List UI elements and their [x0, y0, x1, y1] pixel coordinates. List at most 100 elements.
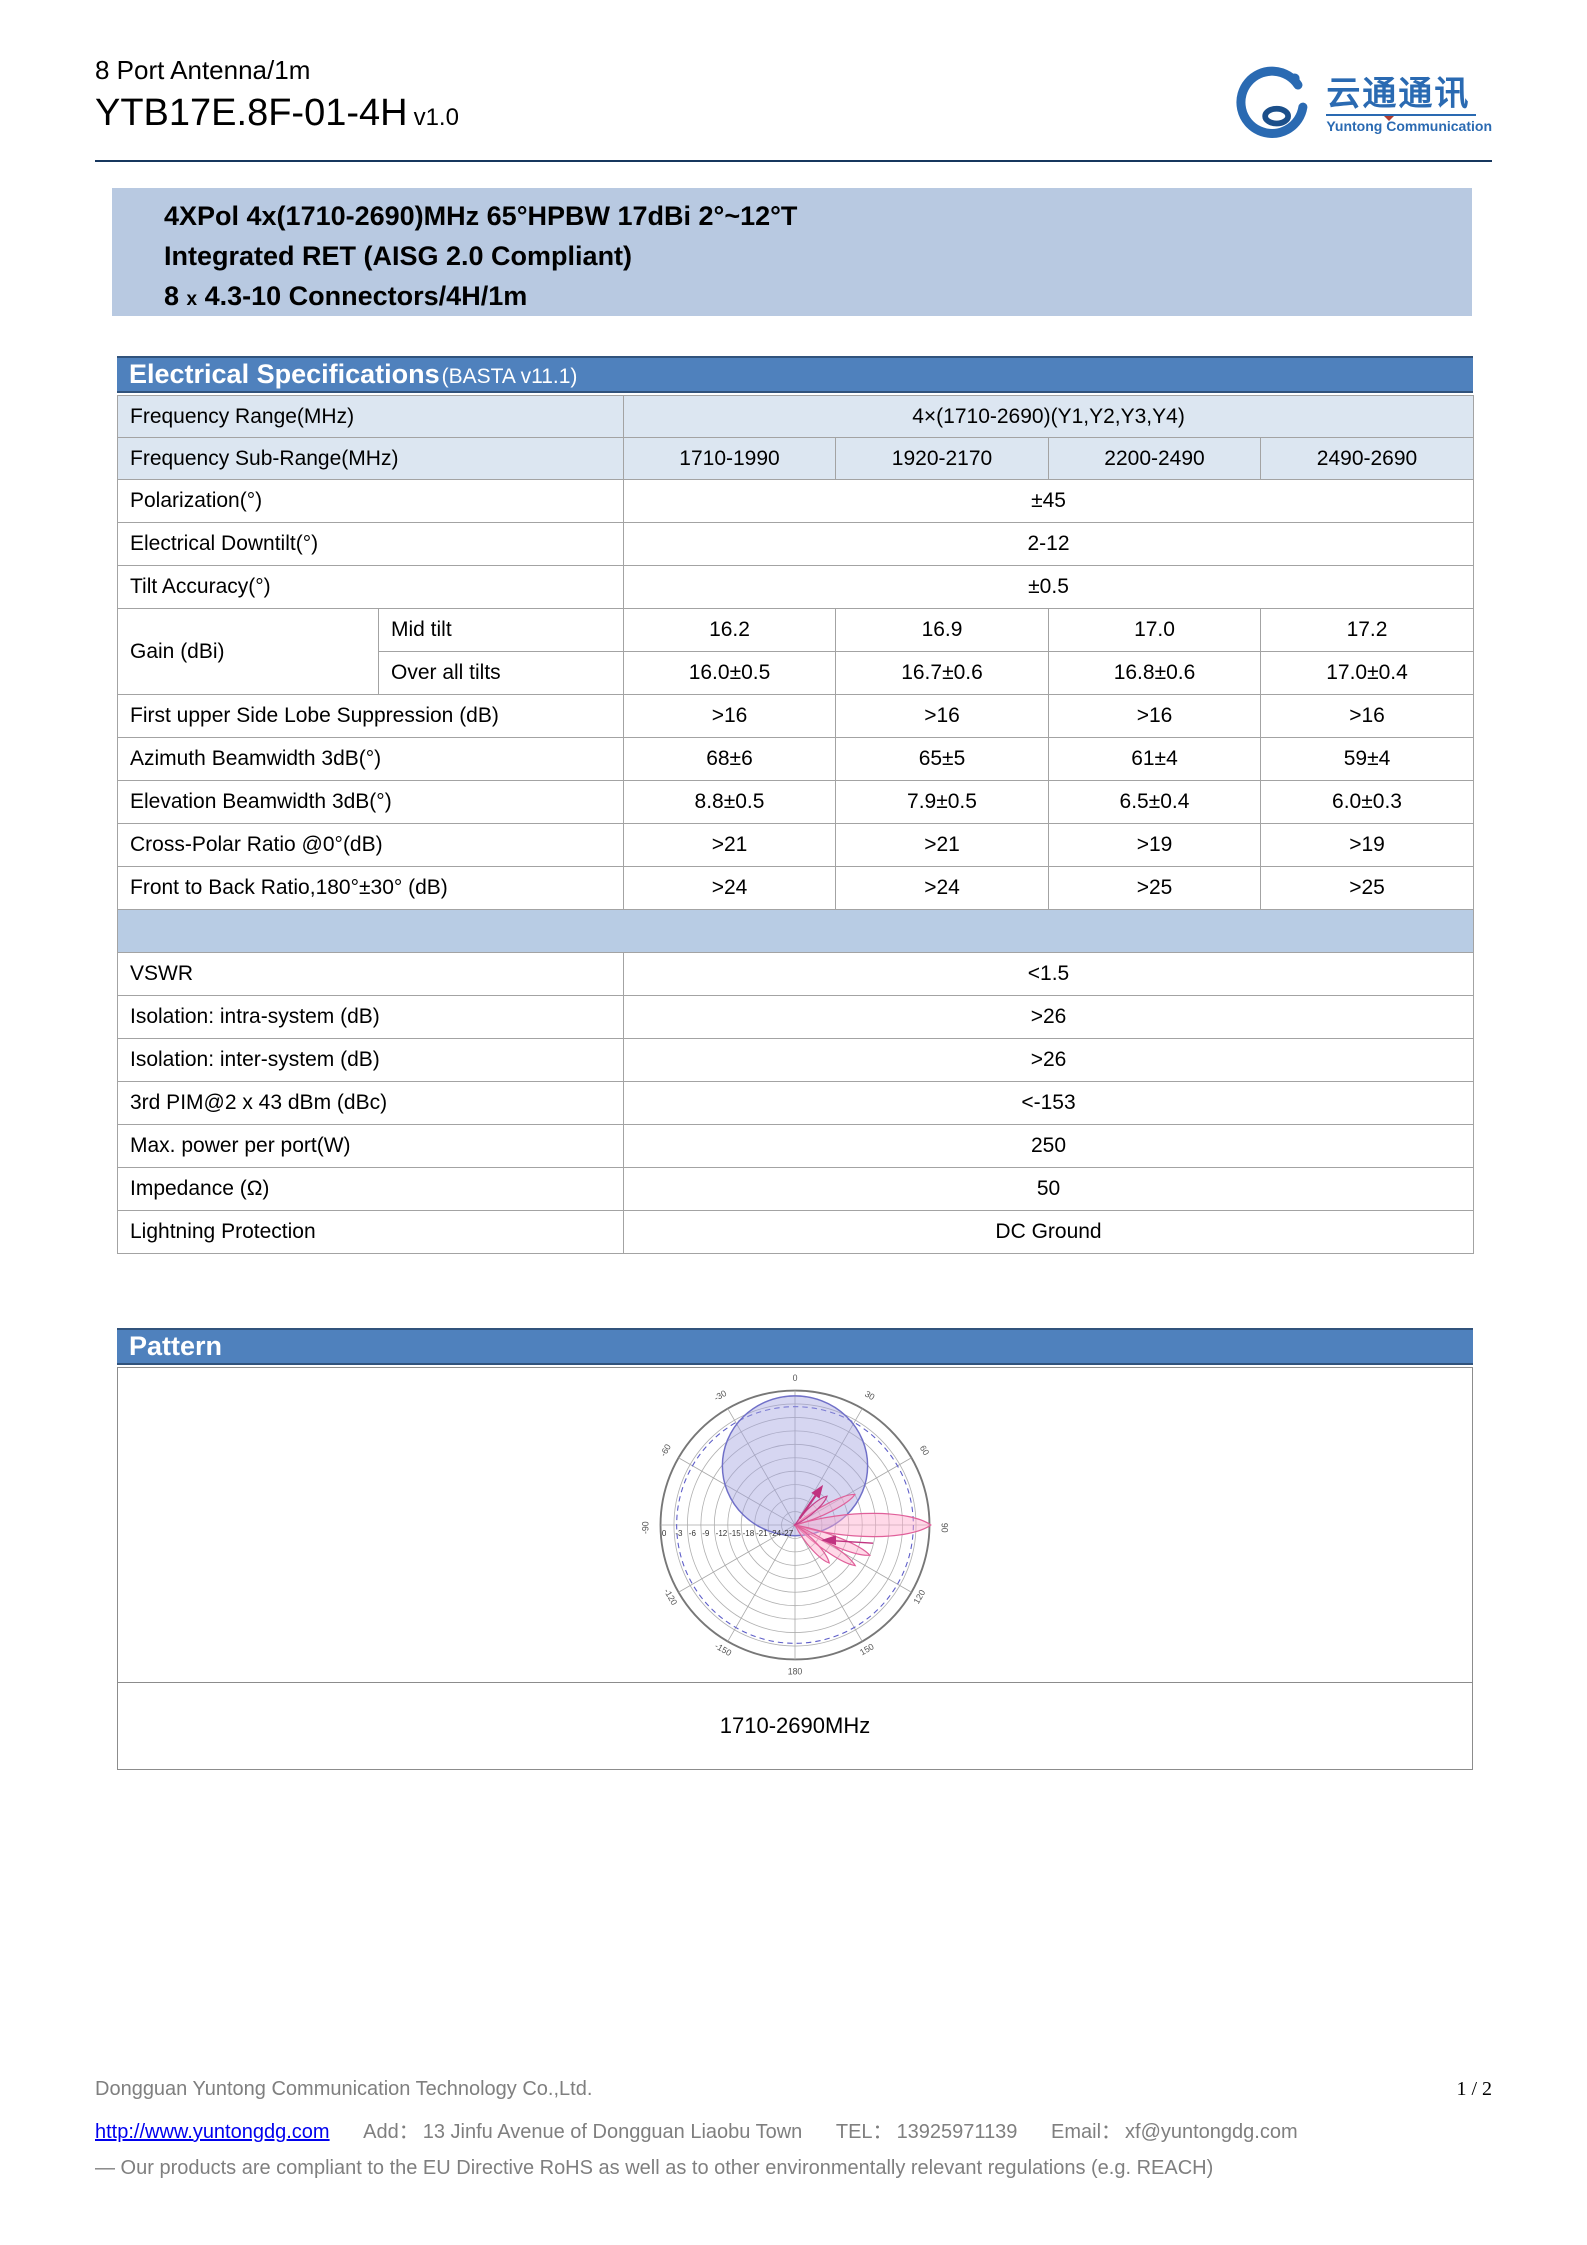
cell-band-4: >16: [1259, 694, 1475, 738]
row-label: Impedance (Ω): [117, 1167, 624, 1211]
cell-band-4: 59±4: [1259, 737, 1475, 781]
svg-text:-30: -30: [712, 1388, 728, 1403]
table-row: Front to Back Ratio,180°±30° (dB) >24 >2…: [117, 866, 1475, 910]
svg-text:-24: -24: [769, 1529, 781, 1538]
table-row: Frequency Range(MHz) 4×(1710-2690)(Y1,Y2…: [117, 395, 1475, 438]
cell-band-4: 17.0±0.4: [1259, 651, 1475, 695]
electrical-specifications-section: Electrical Specifications (BASTA v11.1) …: [116, 356, 1475, 1254]
svg-text:-9: -9: [702, 1529, 710, 1538]
row-label: Polarization(°): [117, 479, 624, 523]
table-row: First upper Side Lobe Suppression (dB) >…: [117, 694, 1475, 738]
table-row: Electrical Downtilt(°) 2-12: [117, 522, 1475, 566]
cell-band-1: 8.8±0.5: [623, 780, 836, 824]
tel-value: 13925971139: [896, 2121, 1018, 2143]
radial-db-labels: 0 -3 -6 -9 -12 -15 -18 -21 -24 -27: [662, 1529, 794, 1538]
logo-english-name: Yuntong Communication: [1326, 118, 1492, 135]
cell-band-1: 16.2: [623, 608, 836, 652]
header-divider: [95, 160, 1492, 162]
row-label: Frequency Range(MHz): [117, 395, 624, 438]
row-value: ±0.5: [622, 565, 1475, 609]
table-row: Elevation Beamwidth 3dB(°) 8.8±0.5 7.9±0…: [117, 780, 1475, 824]
logo-text: 云通通讯 Yuntong Communication: [1326, 76, 1492, 135]
address-label: Add：: [363, 2121, 419, 2143]
table-row: Polarization(°) ±45: [117, 479, 1475, 523]
section-subtitle: (BASTA v11.1): [441, 365, 578, 388]
cell-band-1: >21: [623, 823, 836, 867]
section-title: Electrical Specifications: [129, 359, 440, 389]
row-label: Max. power per port(W): [117, 1124, 624, 1168]
row-label: Azimuth Beamwidth 3dB(°): [117, 737, 624, 781]
pattern-header: Pattern: [117, 1328, 1473, 1365]
row-label: Tilt Accuracy(°): [117, 565, 624, 609]
compliance-note: — Our products are compliant to the EU D…: [95, 2157, 1214, 2179]
table-row: Azimuth Beamwidth 3dB(°) 68±6 65±5 61±4 …: [117, 737, 1475, 781]
tel-label: TEL：: [835, 2121, 893, 2143]
company-logo: 云通通讯 Yuntong Communication: [1234, 62, 1492, 149]
svg-text:-27: -27: [782, 1529, 794, 1538]
table-row: VSWR <1.5: [117, 952, 1475, 996]
cell-band-2: 16.9: [835, 608, 1049, 652]
footer-line-1: Dongguan Yuntong Communication Technolog…: [95, 2078, 1492, 2101]
table-row: 3rd PIM@2 x 43 dBm (dBc) <-153: [117, 1081, 1475, 1125]
row-value: ±45: [622, 479, 1475, 523]
footer: Dongguan Yuntong Communication Technolog…: [95, 2078, 1492, 2180]
table-row: Frequency Sub-Range(MHz) 1710-1990 1920-…: [117, 437, 1475, 480]
cell-band-1: >16: [623, 694, 836, 738]
row-label: 3rd PIM@2 x 43 dBm (dBc): [117, 1081, 624, 1125]
svg-text:-12: -12: [716, 1529, 728, 1538]
footer-line-2: http://www.yuntongdg.com Add： 13 Jinfu Av…: [95, 2115, 1492, 2144]
svg-text:0: 0: [793, 1373, 798, 1383]
row-value: <1.5: [622, 952, 1475, 996]
email-value: xf@yuntongdg.com: [1125, 2121, 1298, 2143]
cell-band-4: >25: [1259, 866, 1475, 910]
svg-text:-6: -6: [689, 1529, 697, 1538]
svg-text:-60: -60: [658, 1442, 673, 1458]
svg-text:90: 90: [940, 1523, 950, 1533]
table-separator-row: [116, 909, 1475, 953]
summary-line-3: 8 x 4.3-10 Connectors/4H/1m: [164, 281, 528, 311]
electrical-specifications-table: Frequency Range(MHz) 4×(1710-2690)(Y1,Y2…: [116, 395, 1475, 1254]
table-row: Tilt Accuracy(°) ±0.5: [117, 565, 1475, 609]
beam-annotation-arrows: [798, 1484, 874, 1546]
product-summary-box: 4XPol 4x(1710-2690)MHz 65°HPBW 17dBi 2°~…: [112, 188, 1472, 316]
svg-text:-3: -3: [675, 1529, 683, 1538]
row-value: 2-12: [622, 522, 1475, 566]
cell-band-2: 1920-2170: [835, 437, 1049, 480]
model-name: YTB17E.8F-01-4H v1.0: [95, 92, 459, 136]
cell-band-1: 68±6: [623, 737, 836, 781]
svg-text:60: 60: [918, 1443, 932, 1457]
svg-text:150: 150: [858, 1641, 876, 1657]
row-value: <-153: [622, 1081, 1475, 1125]
cell-band-2: 65±5: [835, 737, 1049, 781]
row-value: 4×(1710-2690)(Y1,Y2,Y3,Y4): [622, 395, 1475, 438]
cell-band-3: >16: [1048, 694, 1261, 738]
model-number: YTB17E.8F-01-4H: [95, 91, 408, 134]
cell-band-1: 16.0±0.5: [623, 651, 836, 695]
row-value: DC Ground: [622, 1210, 1475, 1254]
table-row: Cross-Polar Ratio @0°(dB) >21 >21 >19 >1…: [117, 823, 1475, 867]
logo-divider: [1326, 114, 1477, 122]
svg-text:120: 120: [911, 1588, 927, 1606]
svg-text:180: 180: [788, 1666, 803, 1676]
row-value: >26: [622, 1038, 1475, 1082]
cell-band-4: 17.2: [1259, 608, 1475, 652]
cell-band-2: >16: [835, 694, 1049, 738]
cell-band-4: >19: [1259, 823, 1475, 867]
cell-band-4: 2490-2690: [1259, 437, 1475, 480]
gain-sub-label: Over all tilts: [378, 651, 624, 695]
polar-pattern-plot: 0 30 60 90 120 150 180 -150 -120 -90 -60…: [117, 1367, 1473, 1683]
cell-band-3: 16.8±0.6: [1048, 651, 1261, 695]
cell-band-3: 6.5±0.4: [1048, 780, 1261, 824]
electrical-specifications-header: Electrical Specifications (BASTA v11.1): [117, 356, 1473, 393]
cell-band-3: 17.0: [1048, 608, 1261, 652]
row-value: 50: [622, 1167, 1475, 1211]
row-label: VSWR: [117, 952, 624, 996]
page-number: 1 / 2: [1456, 2078, 1492, 2100]
table-row: Lightning Protection DC Ground: [117, 1210, 1475, 1254]
polar-plot-svg: 0 30 60 90 120 150 180 -150 -120 -90 -60…: [640, 1373, 950, 1676]
table-row: Gain (dBi) Mid tilt 16.2 16.9 17.0 17.2: [117, 608, 1475, 695]
azimuth-beam-lobe: [721, 1395, 869, 1537]
logo-swirl-icon: [1234, 62, 1316, 149]
company-website-link[interactable]: http://www.yuntongdg.com: [95, 2121, 330, 2143]
